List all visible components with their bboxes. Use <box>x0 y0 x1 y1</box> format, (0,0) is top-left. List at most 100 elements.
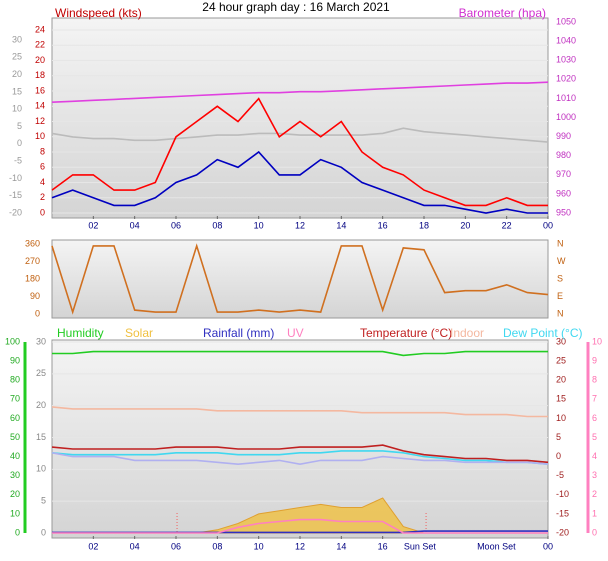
y-tick-label: 90 <box>30 291 40 301</box>
x-tick-label: 22 <box>502 220 512 230</box>
legend-entry: Temperature (°C) <box>360 326 452 340</box>
y4-tick-label: 4 <box>592 451 597 461</box>
y2-tick-label: -15 <box>556 508 569 518</box>
x-tick-label: 08 <box>212 541 222 551</box>
y4-tick-label: 5 <box>592 432 597 442</box>
y-tick-label: 10 <box>35 131 45 141</box>
y2-tick-label: 0 <box>556 451 561 461</box>
y4-tick-label: 10 <box>592 336 602 346</box>
x-tick-label: 00 <box>543 220 553 230</box>
y-axis-label: Windspeed (kts) <box>55 6 142 20</box>
y3-tick-label: 0 <box>41 527 46 537</box>
y2-tick-label: 950 <box>556 207 571 217</box>
x-tick-label: 14 <box>336 541 346 551</box>
legend-entry: Humidity <box>57 326 104 340</box>
y4-tick-label: 2 <box>592 489 597 499</box>
x-tick-label: 12 <box>295 220 305 230</box>
line <box>51 81 549 103</box>
y3-tick-label: -5 <box>14 155 22 165</box>
panel <box>51 239 549 319</box>
y2-tick-label: -5 <box>556 470 564 480</box>
y-tick-label: 16 <box>35 85 45 95</box>
line <box>51 452 549 466</box>
y2-tick-label: 1030 <box>556 55 576 65</box>
x-tick-label: 16 <box>378 541 388 551</box>
y2-tick-label: 5 <box>556 432 561 442</box>
y-tick-label: 6 <box>40 162 45 172</box>
y2-tick-label: 1040 <box>556 35 576 45</box>
legend-entry: UV <box>287 326 304 340</box>
y3-tick-label: 15 <box>36 432 46 442</box>
y3-tick-label: -15 <box>9 190 22 200</box>
y2-tick-label: 1050 <box>556 16 576 26</box>
annotation: Sun Set <box>404 541 437 551</box>
x-tick-label: 04 <box>130 220 140 230</box>
x-tick-label: 02 <box>88 541 98 551</box>
y4-tick-label: 1 <box>592 508 597 518</box>
y2-tick-label: 15 <box>556 394 566 404</box>
y2-tick-label: -10 <box>556 489 569 499</box>
y3-tick-label: 5 <box>17 121 22 131</box>
y2-tick-label: 30 <box>556 336 566 346</box>
y-tick-label: 80 <box>10 375 20 385</box>
line <box>51 150 548 214</box>
y2-tick-label: S <box>557 273 563 283</box>
y-tick-label: 22 <box>35 40 45 50</box>
x-tick-label: 06 <box>171 541 181 551</box>
y3-tick-label: 10 <box>36 464 46 474</box>
line <box>51 450 549 465</box>
y2-tick-label: 1000 <box>556 112 576 122</box>
y-tick-label: 100 <box>5 336 20 346</box>
x-tick-label: 10 <box>254 220 264 230</box>
x-tick-label: 12 <box>295 541 305 551</box>
y3-tick-label: 25 <box>36 368 46 378</box>
line <box>51 97 548 207</box>
y3-tick-label: 25 <box>12 52 22 62</box>
y-tick-label: 18 <box>35 70 45 80</box>
y-tick-label: 0 <box>15 527 20 537</box>
y2-tick-label: N <box>557 238 564 248</box>
y4-tick-label: 0 <box>592 527 597 537</box>
panel <box>51 17 549 219</box>
x-tick-label: 02 <box>88 220 98 230</box>
x-tick-label: 10 <box>254 541 264 551</box>
y3-tick-label: -10 <box>9 173 22 183</box>
y3-tick-label: 20 <box>36 400 46 410</box>
line <box>51 243 549 315</box>
y-tick-label: 8 <box>40 146 45 156</box>
y-tick-label: 0 <box>35 308 40 318</box>
y-tick-label: 50 <box>10 432 20 442</box>
x-tick-label: 06 <box>171 220 181 230</box>
y2-tick-label: 1010 <box>556 93 576 103</box>
x-tick-label: 14 <box>336 220 346 230</box>
y4-tick-label: 7 <box>592 394 597 404</box>
y3-tick-label: 30 <box>12 34 22 44</box>
line <box>52 350 548 357</box>
y-tick-label: 360 <box>25 238 40 248</box>
panels <box>23 17 590 539</box>
annotation: Moon Set <box>477 541 516 551</box>
y-tick-label: 2 <box>40 192 45 202</box>
y2-tick-label: 970 <box>556 169 571 179</box>
y-tick-label: 24 <box>35 24 45 34</box>
y2-tick-label: 1020 <box>556 74 576 84</box>
line <box>52 518 548 534</box>
y2-tick-label: 25 <box>556 355 566 365</box>
y-tick-label: 270 <box>25 256 40 266</box>
legend-entry: Solar <box>125 326 153 340</box>
y-tick-label: 70 <box>10 394 20 404</box>
y-tick-label: 10 <box>10 508 20 518</box>
x-tick-label: 16 <box>378 220 388 230</box>
line <box>51 444 549 464</box>
y-tick-label: 4 <box>40 177 45 187</box>
x-tick-label: 18 <box>419 220 429 230</box>
y2-tick-label: 990 <box>556 131 571 141</box>
y4-tick-label: 9 <box>592 355 597 365</box>
x-tick-label: 04 <box>130 541 140 551</box>
legend-entry: Dew Point (°C) <box>503 326 582 340</box>
panel <box>51 339 549 539</box>
x-tick-label: 08 <box>212 220 222 230</box>
y3-tick-label: 5 <box>41 496 46 506</box>
line <box>51 406 548 418</box>
y2-tick-label: 980 <box>556 150 571 160</box>
